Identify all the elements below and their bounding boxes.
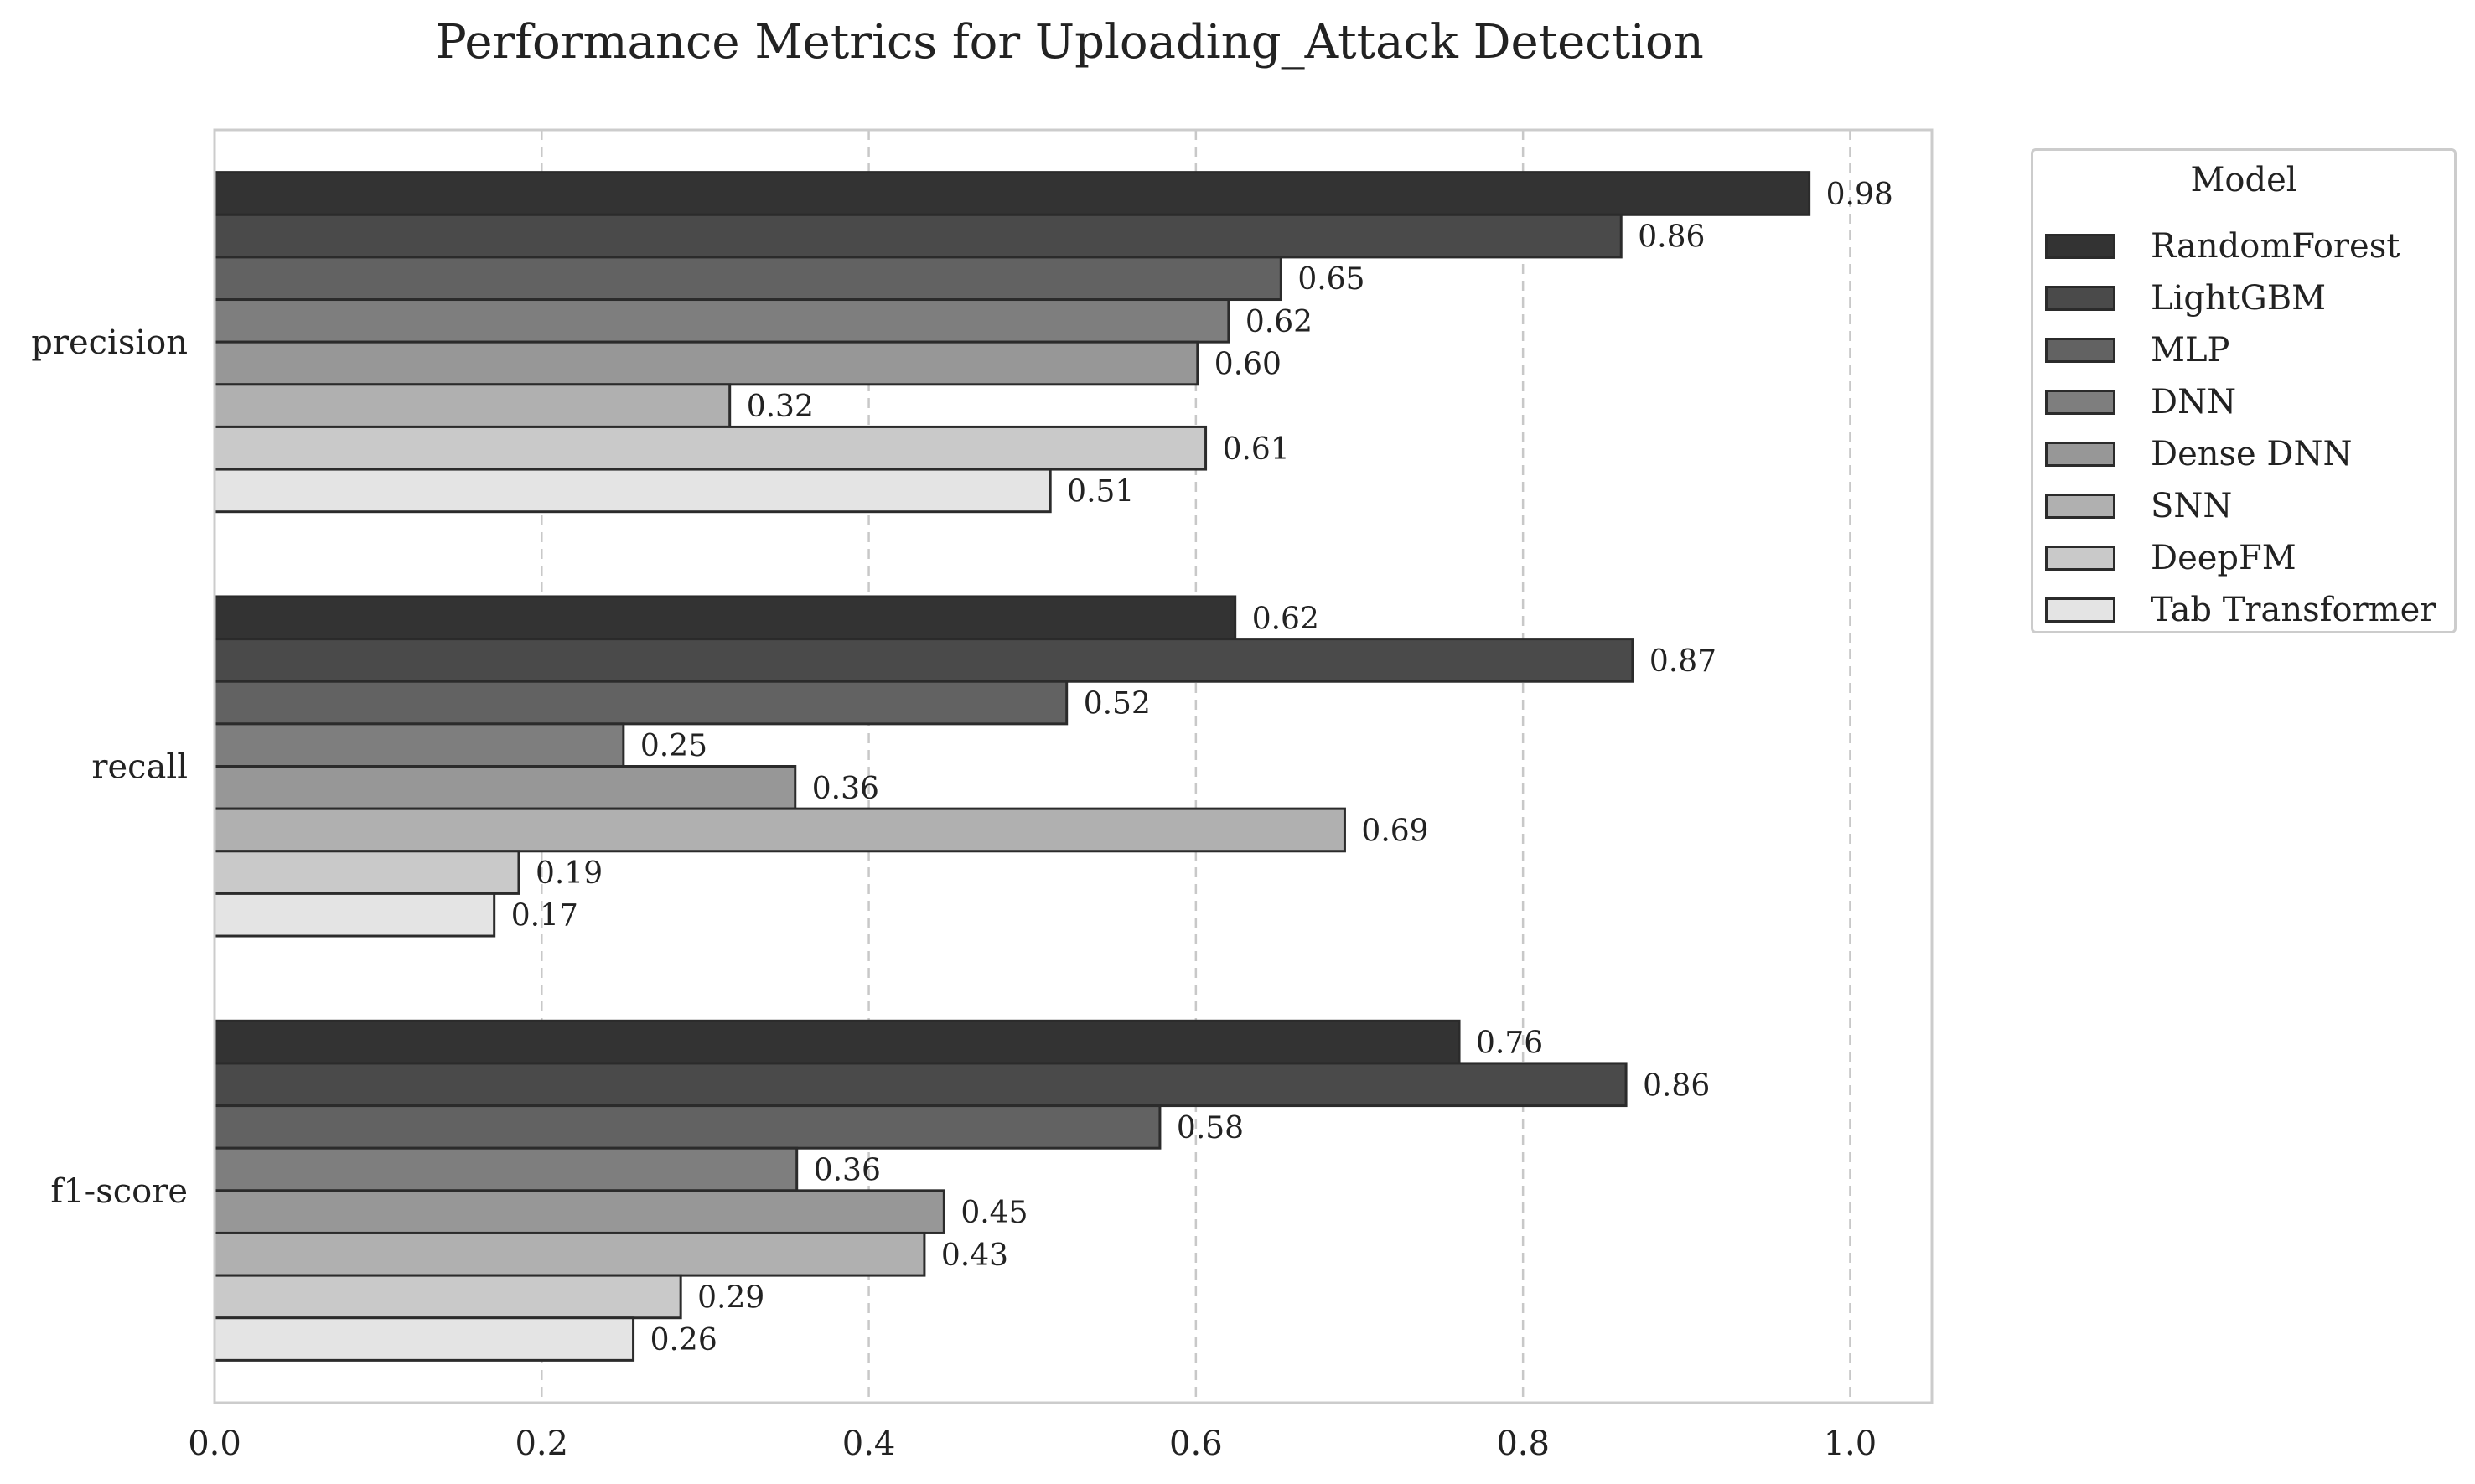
- legend-title: Model: [2190, 161, 2297, 199]
- bar-precision-tab-transformer: [213, 468, 1052, 514]
- value-labels: 0.98 0.86 0.65 0.62 0.60 0.32 0.61 0.51 0.62 0.87…: [511, 178, 1893, 1357]
- value-label: 0.36: [814, 1154, 881, 1188]
- value-label: 0.29: [697, 1280, 764, 1315]
- legend-swatch: [2045, 442, 2115, 467]
- value-label: 0.45: [960, 1196, 1028, 1230]
- value-label: 0.86: [1638, 220, 1705, 255]
- bar-f1-score-randomforest: [213, 1019, 1461, 1065]
- category-label-precision: precision: [31, 323, 188, 362]
- bar-precision-randomforest: [213, 171, 1811, 216]
- bar-precision-deepfm: [213, 425, 1208, 471]
- value-label: 0.62: [1245, 305, 1313, 339]
- value-label: 0.32: [747, 390, 814, 424]
- legend-entry-dense-dnn: Dense DNN: [2045, 435, 2353, 473]
- legend-label: RandomForest: [2151, 227, 2400, 266]
- plot-frame: [213, 128, 1934, 1404]
- bar-recall-tab-transformer: [213, 892, 496, 938]
- bar-recall-randomforest: [213, 595, 1237, 641]
- value-label: 0.52: [1084, 687, 1151, 721]
- legend-entry-lightgbm: LightGBM: [2045, 279, 2327, 318]
- value-label: 0.17: [511, 899, 578, 933]
- x-tick-label: 1.0: [1824, 1425, 1877, 1463]
- category-label-recall: recall: [91, 748, 188, 787]
- x-tick-label: 0.8: [1496, 1425, 1550, 1463]
- legend-swatch: [2045, 338, 2115, 363]
- legend-label: LightGBM: [2151, 279, 2327, 318]
- legend-label: SNN: [2151, 487, 2233, 525]
- value-label: 0.62: [1252, 602, 1319, 636]
- bar-recall-snn: [213, 807, 1346, 853]
- x-tick-label: 0.6: [1169, 1425, 1223, 1463]
- bar-recall-lightgbm: [213, 638, 1634, 683]
- legend-label: Dense DNN: [2151, 435, 2353, 473]
- bar-recall-dense-dnn: [213, 765, 797, 810]
- legend-entry-randomforest: RandomForest: [2045, 227, 2400, 266]
- bars: [213, 171, 1811, 1362]
- bar-recall-deepfm: [213, 850, 520, 895]
- bar-f1-score-dnn: [213, 1146, 799, 1192]
- value-label: 0.19: [536, 856, 603, 891]
- legend: Model RandomForest LightGBM MLP DNN Dense DN…: [2031, 148, 2457, 633]
- bar-recall-mlp: [213, 680, 1069, 726]
- bar-f1-score-snn: [213, 1231, 926, 1277]
- bar-precision-snn: [213, 383, 732, 428]
- legend-swatch: [2045, 597, 2115, 623]
- value-label: 0.76: [1476, 1026, 1543, 1061]
- value-label: 0.25: [640, 729, 707, 763]
- bar-f1-score-mlp: [213, 1104, 1162, 1150]
- value-label: 0.26: [650, 1323, 717, 1357]
- value-label: 0.98: [1826, 178, 1893, 212]
- legend-swatch: [2045, 494, 2115, 519]
- bar-recall-dnn: [213, 722, 625, 768]
- value-label: 0.86: [1643, 1068, 1710, 1103]
- value-label: 0.43: [941, 1238, 1008, 1273]
- bar-precision-dense-dnn: [213, 340, 1199, 386]
- bar-precision-dnn: [213, 298, 1230, 344]
- x-tick-labels: 0.0 0.2 0.4 0.6 0.8 1.0: [188, 1425, 1877, 1463]
- bar-precision-mlp: [213, 256, 1282, 302]
- bar-precision-lightgbm: [213, 213, 1623, 259]
- bar-f1-score-tab-transformer: [213, 1316, 635, 1362]
- value-label: 0.87: [1649, 644, 1716, 679]
- bar-f1-score-dense-dnn: [213, 1189, 945, 1234]
- legend-label: DNN: [2151, 383, 2237, 421]
- legend-swatch: [2045, 390, 2115, 415]
- x-tick-label: 0.2: [515, 1425, 568, 1463]
- legend-entry-snn: SNN: [2045, 487, 2233, 525]
- value-label: 0.51: [1067, 474, 1134, 509]
- category-labels: precision recall f1-score: [31, 323, 188, 1211]
- value-label: 0.60: [1214, 347, 1282, 381]
- value-label: 0.61: [1223, 432, 1290, 467]
- legend-label: Tab Transformer: [2151, 591, 2436, 629]
- x-tick-label: 0.4: [842, 1425, 896, 1463]
- legend-entry-tab-transformer: Tab Transformer: [2045, 591, 2436, 629]
- category-label-f1-score: f1-score: [50, 1172, 188, 1211]
- x-tick-label: 0.0: [188, 1425, 241, 1463]
- legend-swatch: [2045, 286, 2115, 311]
- bar-f1-score-lightgbm: [213, 1062, 1628, 1108]
- legend-swatch: [2045, 234, 2115, 259]
- value-label: 0.65: [1297, 262, 1364, 297]
- value-label: 0.69: [1361, 814, 1428, 848]
- legend-swatch: [2045, 546, 2115, 571]
- chart-title: Performance Metrics for Uploading_Attack…: [435, 15, 1704, 70]
- legend-entry-dnn: DNN: [2045, 383, 2237, 421]
- value-label: 0.58: [1177, 1111, 1244, 1145]
- value-label: 0.36: [812, 772, 879, 806]
- legend-entry-deepfm: DeepFM: [2045, 539, 2296, 577]
- legend-entry-mlp: MLP: [2045, 331, 2230, 370]
- legend-label: DeepFM: [2151, 539, 2296, 577]
- bar-f1-score-deepfm: [213, 1274, 682, 1320]
- legend-label: MLP: [2151, 331, 2230, 370]
